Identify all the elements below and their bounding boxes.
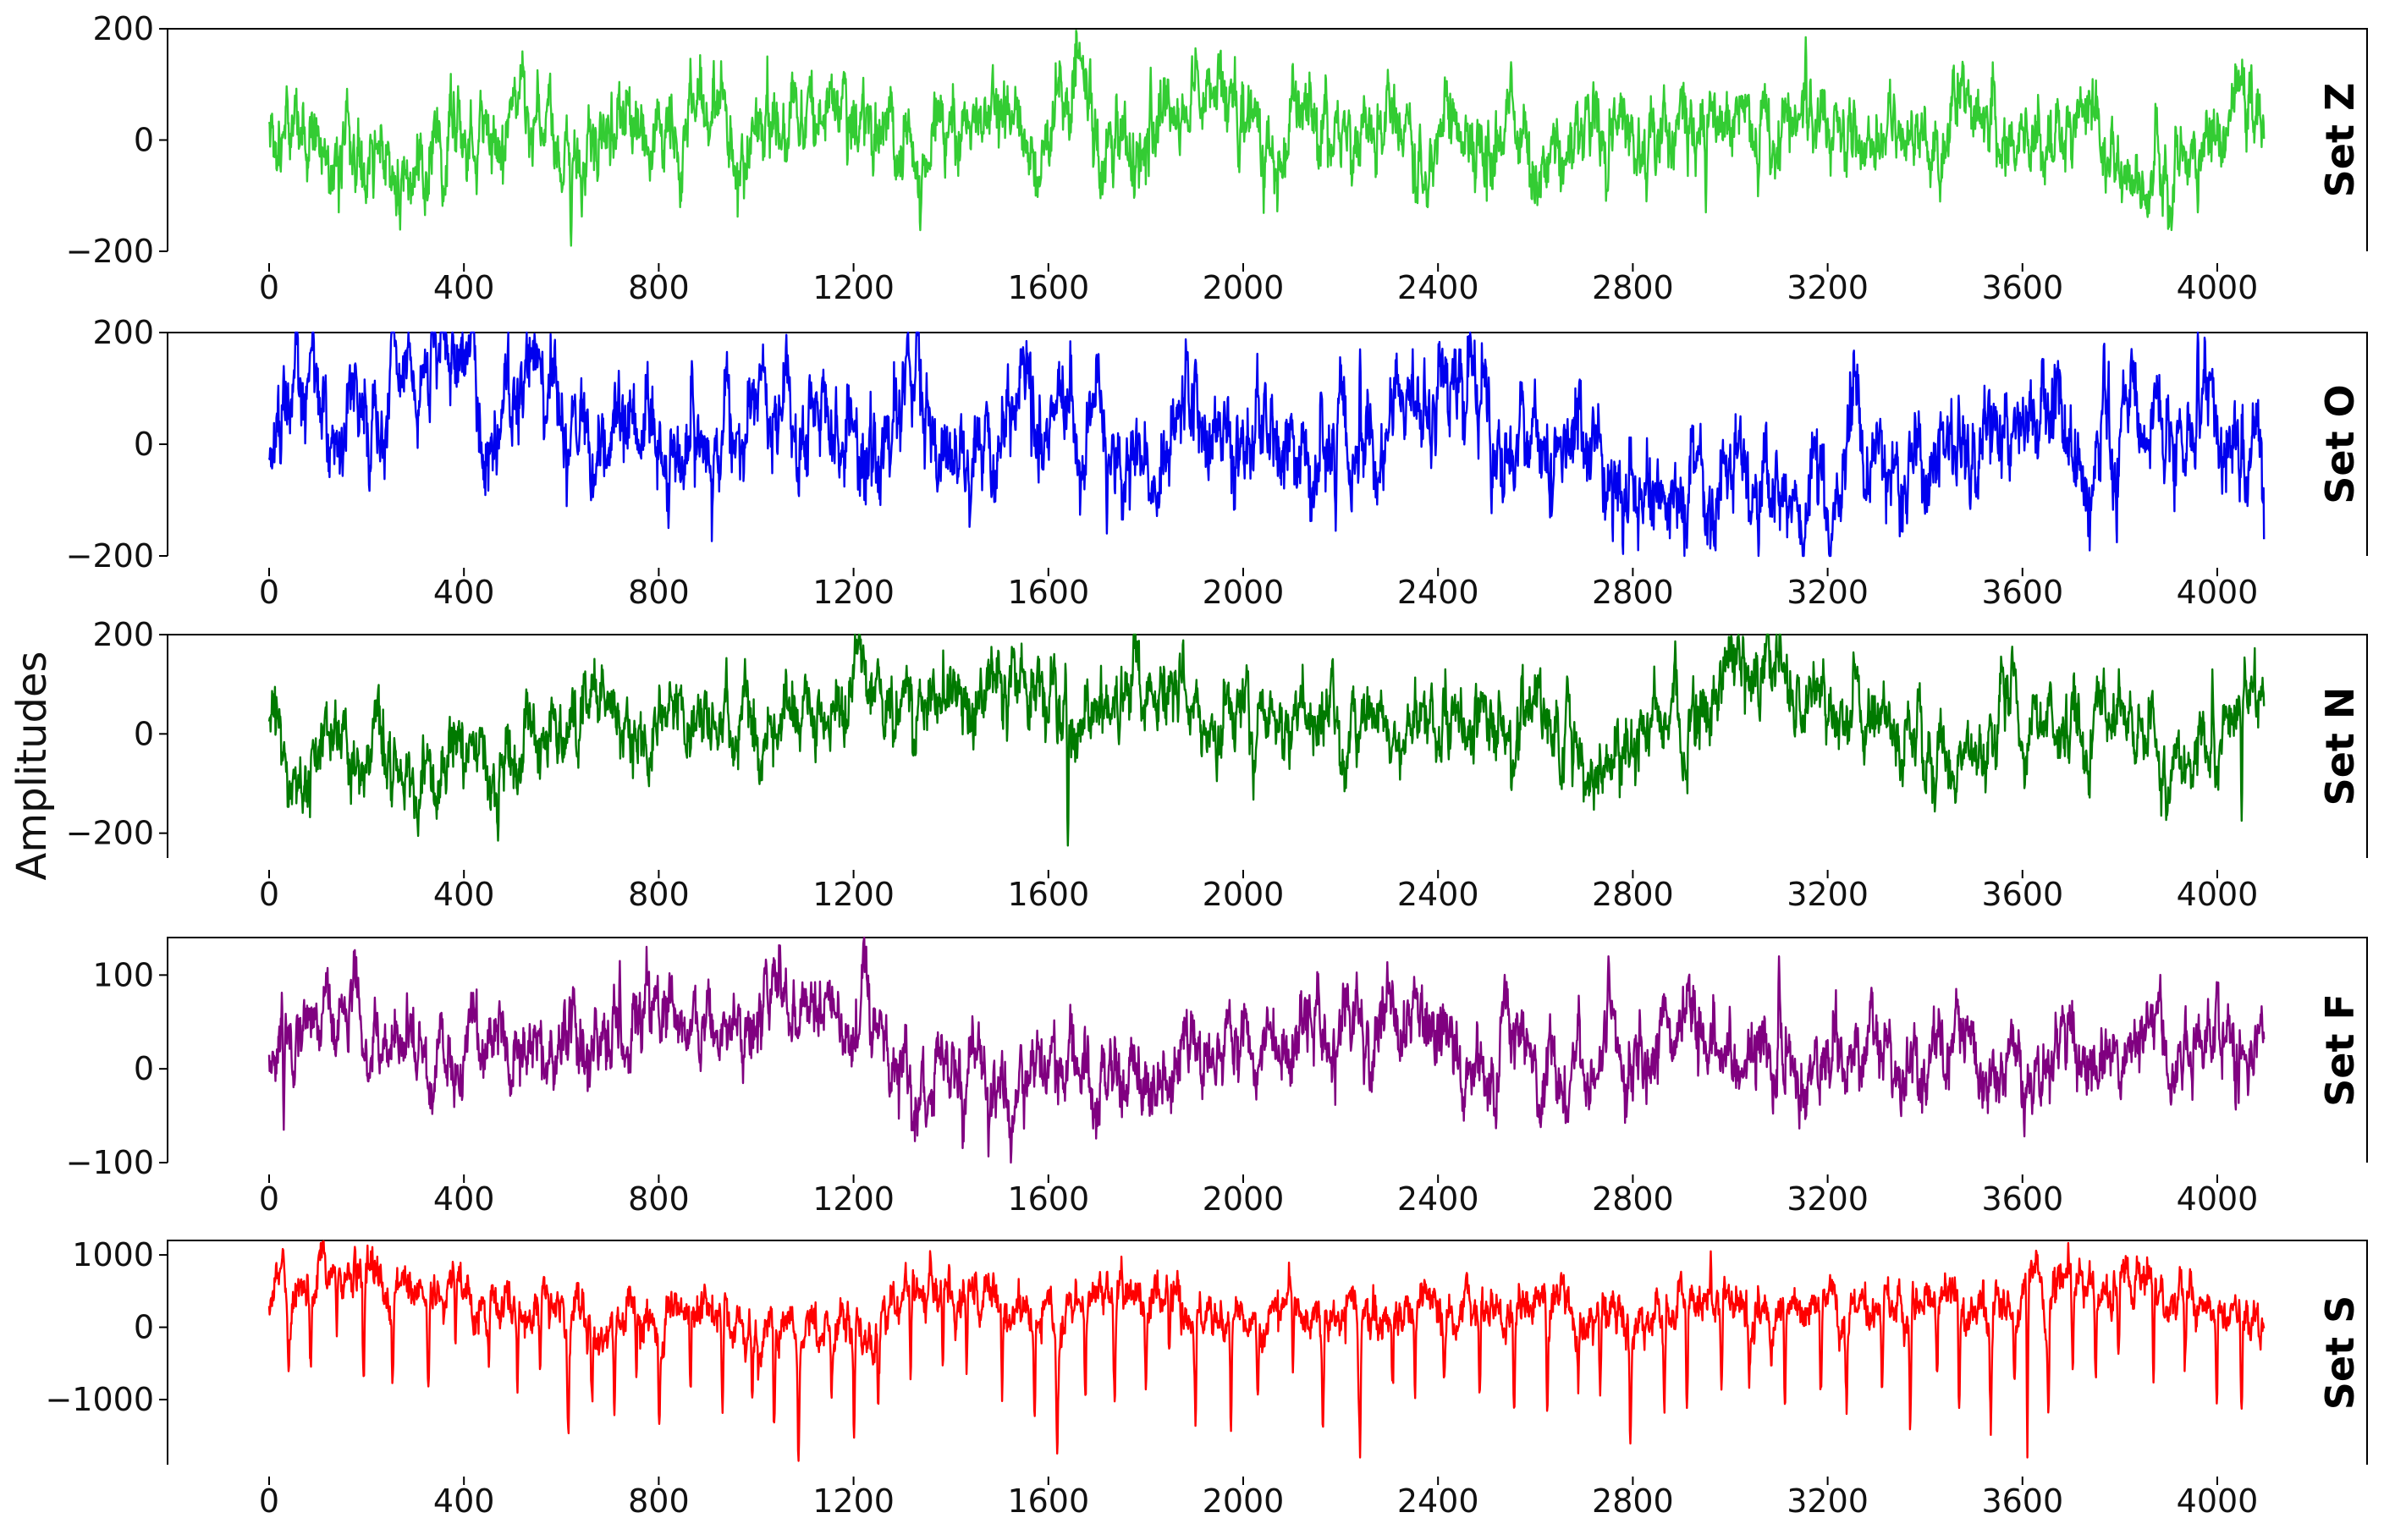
x-tick-label: 400	[433, 574, 495, 611]
panel-label: Set N	[2317, 687, 2363, 806]
signal-line	[267, 331, 2266, 558]
x-tick-label: 1600	[1007, 1180, 1089, 1218]
x-tick-label: 2000	[1203, 574, 1285, 611]
y-tick-label: −200	[66, 537, 154, 575]
x-tick-label: 4000	[2177, 269, 2259, 306]
x-tick-label: 1600	[1007, 1482, 1089, 1520]
x-tick-label: 3600	[1981, 1482, 2063, 1520]
panel-set-n: 2000−2000 400 800 1200 1600 2000 2400 2800 3200 3…	[66, 616, 2368, 913]
signal-line	[267, 30, 2266, 247]
panel-label: Set O	[2317, 384, 2363, 503]
x-tick-label: 800	[628, 269, 690, 306]
y-tick-label: −200	[66, 815, 154, 852]
x-tick-label: 800	[628, 876, 690, 913]
panel-label: Set Z	[2317, 83, 2363, 198]
y-tick-label: 0	[134, 715, 154, 752]
x-tick-label: 1600	[1007, 876, 1089, 913]
chart-panels: 2000−2000 400 800 1200 1600 2000 2400 2800 3200 3…	[45, 10, 2368, 1520]
x-tick-label: 3200	[1787, 1180, 1869, 1218]
x-tick-label: 2800	[1592, 1482, 1674, 1520]
x-tick-label: 1200	[812, 1482, 895, 1520]
x-tick-label: 3600	[1981, 876, 2063, 913]
x-tick-label: 2800	[1592, 269, 1674, 306]
x-tick-label: 1200	[812, 574, 895, 611]
x-tick-label: 2400	[1397, 876, 1479, 913]
y-tick-label: 0	[134, 1309, 154, 1346]
panel-set-o: 2000−2000 400 800 1200 1600 2000 2400 2800 3200 3…	[66, 314, 2368, 611]
x-tick-label: 0	[259, 269, 279, 306]
y-tick-label: 200	[92, 314, 154, 351]
x-tick-label: 3200	[1787, 574, 1869, 611]
x-tick-label: 0	[259, 574, 279, 611]
x-tick-label: 3200	[1787, 1482, 1869, 1520]
x-tick-label: 2400	[1397, 574, 1479, 611]
x-tick-label: 3200	[1787, 876, 1869, 913]
y-tick-label: −200	[66, 233, 154, 270]
x-tick-label: 400	[433, 1482, 495, 1520]
axes-frame	[167, 634, 2368, 858]
x-tick-label: 2800	[1592, 1180, 1674, 1218]
signal-line	[267, 936, 2266, 1164]
x-tick-label: 2400	[1397, 1482, 1479, 1520]
panel-set-s: 1000 0 −1000 0 400 800 1200 1600 2000 2400 2800 320…	[45, 1236, 2368, 1520]
y-tick-label: 0	[134, 122, 154, 159]
x-tick-label: 3600	[1981, 269, 2063, 306]
x-tick-label: 3600	[1981, 1180, 2063, 1218]
x-tick-label: 800	[628, 574, 690, 611]
y-tick-label: 0	[134, 426, 154, 463]
y-axis-label: Amplitudes	[8, 652, 56, 881]
x-tick-label: 400	[433, 269, 495, 306]
x-tick-label: 4000	[2177, 1482, 2259, 1520]
x-tick-label: 3600	[1981, 574, 2063, 611]
axes-frame	[167, 1240, 2368, 1465]
x-tick-label: 2000	[1203, 1180, 1285, 1218]
panel-set-f: 100 0 −100 0 400 800 1200 1600 2000 2400 2800 3200 3…	[66, 936, 2368, 1218]
signal-line	[267, 1240, 2266, 1462]
x-tick-label: 0	[259, 1482, 279, 1520]
x-tick-label: 4000	[2177, 574, 2259, 611]
y-tick-label: 200	[92, 10, 154, 47]
x-tick-label: 800	[628, 1180, 690, 1218]
x-tick-label: 2800	[1592, 876, 1674, 913]
x-tick-label: 2000	[1203, 269, 1285, 306]
signal-line	[267, 633, 2266, 847]
x-tick-label: 3200	[1787, 269, 1869, 306]
y-tick-label: 1000	[72, 1236, 154, 1273]
x-tick-label: 2400	[1397, 269, 1479, 306]
panel-set-z: 2000−2000 400 800 1200 1600 2000 2400 2800 3200 3…	[66, 10, 2368, 306]
y-tick-label: 200	[92, 616, 154, 653]
x-tick-label: 2000	[1203, 876, 1285, 913]
panel-label: Set F	[2317, 993, 2363, 1107]
y-tick-label: 100	[92, 956, 154, 993]
x-tick-label: 0	[259, 1180, 279, 1218]
x-tick-label: 4000	[2177, 1180, 2259, 1218]
x-tick-label: 400	[433, 876, 495, 913]
x-tick-label: 4000	[2177, 876, 2259, 913]
y-tick-label: −1000	[45, 1381, 154, 1418]
x-tick-label: 2400	[1397, 1180, 1479, 1218]
x-tick-label: 0	[259, 876, 279, 913]
y-tick-label: −100	[66, 1144, 154, 1181]
y-tick-label: 0	[134, 1050, 154, 1087]
axes-frame	[167, 937, 2368, 1163]
x-tick-label: 1200	[812, 269, 895, 306]
x-tick-label: 1200	[812, 876, 895, 913]
x-tick-label: 400	[433, 1180, 495, 1218]
x-tick-label: 2800	[1592, 574, 1674, 611]
x-tick-label: 1600	[1007, 269, 1089, 306]
x-tick-label: 800	[628, 1482, 690, 1520]
x-tick-label: 1600	[1007, 574, 1089, 611]
x-tick-label: 1200	[812, 1180, 895, 1218]
panel-label: Set S	[2317, 1295, 2363, 1410]
x-tick-label: 2000	[1203, 1482, 1285, 1520]
